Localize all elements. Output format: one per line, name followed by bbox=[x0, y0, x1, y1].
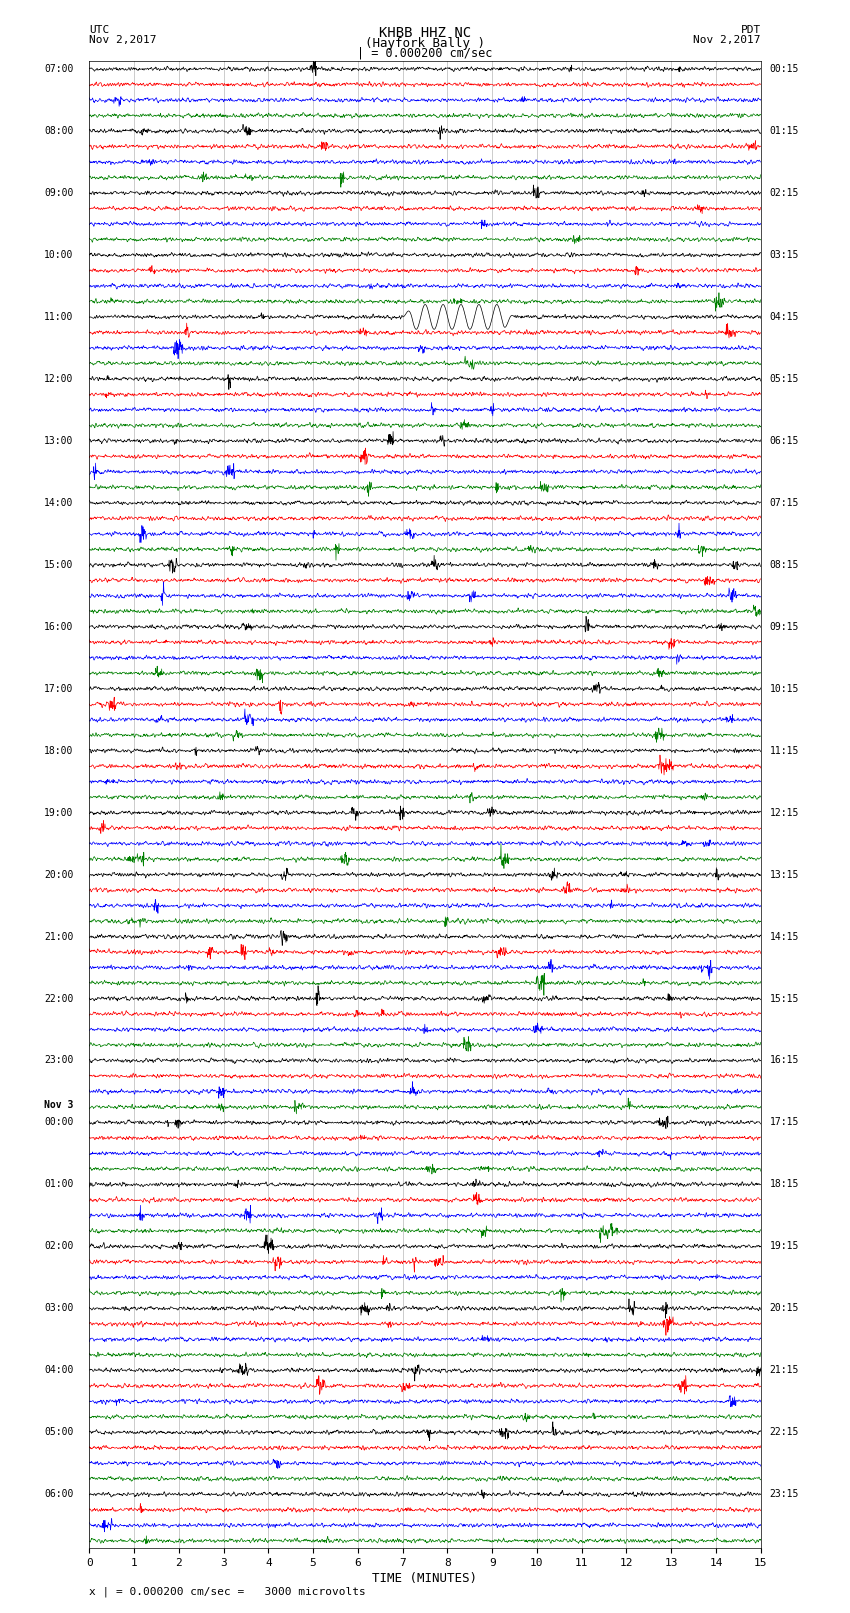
Text: 06:15: 06:15 bbox=[770, 436, 799, 445]
Text: 16:00: 16:00 bbox=[44, 621, 74, 632]
Text: 20:00: 20:00 bbox=[44, 869, 74, 879]
Text: 02:00: 02:00 bbox=[44, 1242, 74, 1252]
Text: 13:00: 13:00 bbox=[44, 436, 74, 445]
Text: 02:15: 02:15 bbox=[770, 189, 799, 198]
Text: 00:15: 00:15 bbox=[770, 65, 799, 74]
Text: 20:15: 20:15 bbox=[770, 1303, 799, 1313]
Text: 05:15: 05:15 bbox=[770, 374, 799, 384]
Text: 15:15: 15:15 bbox=[770, 994, 799, 1003]
Text: Nov 3: Nov 3 bbox=[44, 1100, 74, 1110]
Text: PDT: PDT bbox=[740, 26, 761, 35]
Text: 10:15: 10:15 bbox=[770, 684, 799, 694]
Text: 12:00: 12:00 bbox=[44, 374, 74, 384]
Text: UTC: UTC bbox=[89, 26, 110, 35]
Text: 11:00: 11:00 bbox=[44, 311, 74, 323]
Text: 09:00: 09:00 bbox=[44, 189, 74, 198]
Text: 21:15: 21:15 bbox=[770, 1365, 799, 1376]
Text: 15:00: 15:00 bbox=[44, 560, 74, 569]
Text: 07:00: 07:00 bbox=[44, 65, 74, 74]
Text: 18:15: 18:15 bbox=[770, 1179, 799, 1189]
Text: | = 0.000200 cm/sec: | = 0.000200 cm/sec bbox=[357, 47, 493, 60]
Text: Nov 2,2017: Nov 2,2017 bbox=[89, 35, 156, 45]
Text: 22:15: 22:15 bbox=[770, 1428, 799, 1437]
Text: 19:15: 19:15 bbox=[770, 1242, 799, 1252]
Text: 06:00: 06:00 bbox=[44, 1489, 74, 1498]
Text: 16:15: 16:15 bbox=[770, 1055, 799, 1066]
Text: 23:00: 23:00 bbox=[44, 1055, 74, 1066]
Text: 04:00: 04:00 bbox=[44, 1365, 74, 1376]
Text: 17:00: 17:00 bbox=[44, 684, 74, 694]
Text: 23:15: 23:15 bbox=[770, 1489, 799, 1498]
Text: 12:15: 12:15 bbox=[770, 808, 799, 818]
Text: KHBB HHZ NC: KHBB HHZ NC bbox=[379, 26, 471, 39]
Text: (Hayfork Bally ): (Hayfork Bally ) bbox=[365, 37, 485, 50]
Text: Nov 2,2017: Nov 2,2017 bbox=[694, 35, 761, 45]
Text: 19:00: 19:00 bbox=[44, 808, 74, 818]
Text: 14:00: 14:00 bbox=[44, 498, 74, 508]
Text: 03:00: 03:00 bbox=[44, 1303, 74, 1313]
Text: 05:00: 05:00 bbox=[44, 1428, 74, 1437]
Text: x | = 0.000200 cm/sec =   3000 microvolts: x | = 0.000200 cm/sec = 3000 microvolts bbox=[89, 1586, 366, 1597]
Text: 08:15: 08:15 bbox=[770, 560, 799, 569]
Text: 07:15: 07:15 bbox=[770, 498, 799, 508]
Text: 01:00: 01:00 bbox=[44, 1179, 74, 1189]
Text: 00:00: 00:00 bbox=[44, 1118, 74, 1127]
Text: 01:15: 01:15 bbox=[770, 126, 799, 135]
X-axis label: TIME (MINUTES): TIME (MINUTES) bbox=[372, 1573, 478, 1586]
Text: 22:00: 22:00 bbox=[44, 994, 74, 1003]
Text: 17:15: 17:15 bbox=[770, 1118, 799, 1127]
Text: 13:15: 13:15 bbox=[770, 869, 799, 879]
Text: 14:15: 14:15 bbox=[770, 932, 799, 942]
Text: 21:00: 21:00 bbox=[44, 932, 74, 942]
Text: 03:15: 03:15 bbox=[770, 250, 799, 260]
Text: 04:15: 04:15 bbox=[770, 311, 799, 323]
Text: 18:00: 18:00 bbox=[44, 745, 74, 755]
Text: 11:15: 11:15 bbox=[770, 745, 799, 755]
Text: 09:15: 09:15 bbox=[770, 621, 799, 632]
Text: 10:00: 10:00 bbox=[44, 250, 74, 260]
Text: 08:00: 08:00 bbox=[44, 126, 74, 135]
